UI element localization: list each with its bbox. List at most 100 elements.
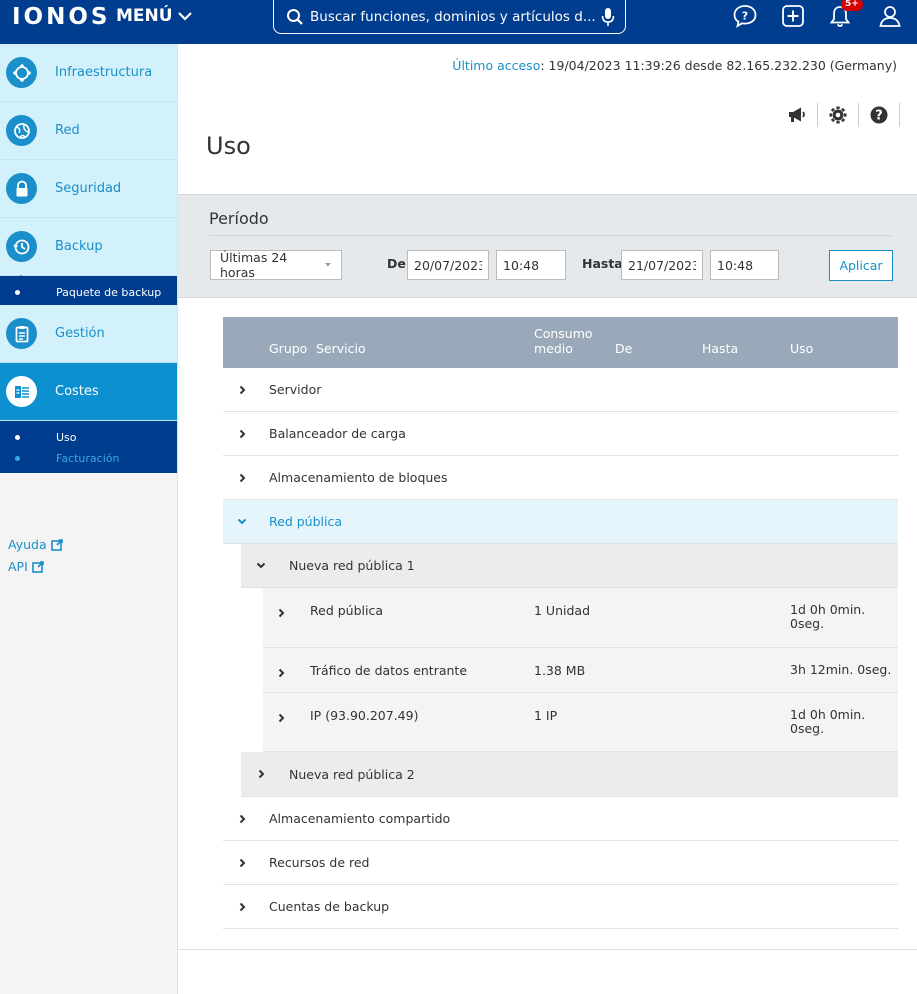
row-label: Nueva red pública 2 xyxy=(289,766,415,782)
gear-icon[interactable] xyxy=(823,102,853,128)
table-row[interactable]: Almacenamiento compartido xyxy=(223,797,898,841)
service-list: Red pública 1 Unidad 1d 0h 0min. 0seg. T… xyxy=(263,588,898,752)
sidebar-item-seguridad[interactable]: Seguridad xyxy=(0,160,177,218)
sidebar: Infraestructura Red Seguridad Backup Paq… xyxy=(0,44,177,994)
help-link[interactable]: Ayuda xyxy=(8,537,63,552)
page-title: Uso xyxy=(206,132,251,160)
help-chat-icon[interactable]: ? xyxy=(731,2,759,30)
last-access-value: : 19/04/2023 11:39:26 desde 82.165.232.2… xyxy=(540,58,897,73)
service-name: Red pública xyxy=(310,603,383,618)
sidebar-item-label: Infraestructura xyxy=(55,65,153,80)
menu-button[interactable]: MENÚ xyxy=(116,6,193,26)
chevron-right-icon xyxy=(237,429,247,439)
sidebar-subitem-label: Paquete de backup xyxy=(56,286,162,299)
svg-text:?: ? xyxy=(875,109,883,124)
user-icon[interactable] xyxy=(876,2,904,30)
microphone-icon[interactable] xyxy=(601,7,615,27)
lock-icon xyxy=(6,173,37,204)
chevron-down-icon xyxy=(256,561,266,571)
toolbar-divider xyxy=(899,103,900,127)
sidebar-item-label: Seguridad xyxy=(55,181,122,196)
top-bar: IONOS MENÚ ? 5+ xyxy=(0,0,917,44)
service-consumption: 1 Unidad xyxy=(534,603,590,618)
service-usage: 1d 0h 0min. 0seg. xyxy=(790,602,866,631)
from-label: De xyxy=(387,256,406,271)
external-link-icon xyxy=(50,538,63,551)
svg-text:?: ? xyxy=(742,10,748,23)
api-link-label: API xyxy=(8,559,28,574)
table-row[interactable]: Recursos de red xyxy=(223,841,898,885)
service-usage: 3h 12min. 0seg. xyxy=(790,662,892,677)
chevron-right-icon xyxy=(278,666,285,681)
toolbar-divider xyxy=(817,103,818,127)
service-row[interactable]: Red pública 1 Unidad 1d 0h 0min. 0seg. xyxy=(263,588,898,648)
menu-label: MENÚ xyxy=(116,6,173,26)
to-time-input[interactable] xyxy=(710,250,779,280)
column-header-servicio: Servicio xyxy=(316,341,366,356)
toolbar: ? xyxy=(782,102,905,128)
chevron-right-icon xyxy=(256,769,266,779)
notifications-badge: 5+ xyxy=(841,0,863,11)
chevron-down-icon xyxy=(237,517,247,527)
service-name: IP (93.90.207.49) xyxy=(310,708,419,723)
row-label: Servidor xyxy=(269,382,322,397)
caret-down-icon xyxy=(325,263,332,267)
sidebar-item-infraestructura[interactable]: Infraestructura xyxy=(0,44,177,102)
search-box xyxy=(273,0,626,34)
clipboard-icon xyxy=(6,318,37,349)
search-icon xyxy=(287,8,303,25)
megaphone-icon[interactable] xyxy=(782,102,812,128)
from-date-input[interactable] xyxy=(407,250,489,280)
row-label: Nueva red pública 1 xyxy=(289,558,415,573)
ionos-logo[interactable]: IONOS xyxy=(12,4,111,30)
sidebar-subitem-label: Facturación xyxy=(56,452,120,465)
column-header-de: De xyxy=(615,341,633,356)
column-header-consumo-line1: Consumo xyxy=(534,326,593,341)
search-input[interactable] xyxy=(310,8,601,25)
chevron-right-icon xyxy=(237,473,247,483)
sidebar-subitem-paquete-backup[interactable]: Paquete de backup xyxy=(0,282,177,303)
table-header: Grupo Servicio Consumo medio De Hasta Us… xyxy=(223,317,898,368)
sidebar-subitem-uso[interactable]: Uso xyxy=(0,427,177,448)
table-row-expanded[interactable]: Red pública xyxy=(223,500,898,544)
subgroup-row[interactable]: Nueva red pública 2 xyxy=(241,752,898,797)
chevron-right-icon xyxy=(278,711,285,726)
submenu-notch xyxy=(14,275,28,282)
sidebar-item-backup[interactable]: Backup xyxy=(0,218,177,276)
sidebar-item-costes[interactable]: Costes xyxy=(0,363,177,421)
sidebar-item-gestion[interactable]: Gestión xyxy=(0,305,177,363)
toolbar-divider xyxy=(858,103,859,127)
service-usage: 1d 0h 0min. 0seg. xyxy=(790,707,866,736)
infrastructure-icon xyxy=(6,57,37,88)
divider xyxy=(209,235,892,236)
chevron-down-icon xyxy=(177,12,192,21)
table-row[interactable]: Servidor xyxy=(223,368,898,412)
from-time-input[interactable] xyxy=(496,250,566,280)
sidebar-subitem-facturacion[interactable]: Facturación xyxy=(0,448,177,469)
column-header-consumo: Consumo medio xyxy=(534,326,593,356)
period-title: Período xyxy=(209,209,269,228)
table-row[interactable]: Balanceador de carga xyxy=(223,412,898,456)
help-link-label: Ayuda xyxy=(8,537,47,552)
to-date-input[interactable] xyxy=(621,250,703,280)
table-row[interactable]: Cuentas de backup xyxy=(223,885,898,929)
table-row[interactable]: Almacenamiento de bloques xyxy=(223,456,898,500)
external-link-icon xyxy=(31,560,44,573)
add-icon[interactable] xyxy=(779,2,807,30)
sidebar-item-red[interactable]: Red xyxy=(0,102,177,160)
subgroup-row-expanded[interactable]: Nueva red pública 1 xyxy=(241,544,898,588)
apply-button[interactable]: Aplicar xyxy=(829,250,893,281)
main-content: Último acceso: 19/04/2023 11:39:26 desde… xyxy=(177,44,917,994)
help-icon[interactable]: ? xyxy=(864,102,894,128)
range-select-value: Últimas 24 horas xyxy=(220,250,288,280)
range-select[interactable]: Últimas 24 horas xyxy=(210,250,342,280)
service-row[interactable]: Tráfico de datos entrante 1.38 MB 3h 12m… xyxy=(263,648,898,693)
divider xyxy=(178,949,917,950)
costs-icon xyxy=(6,376,37,407)
api-link[interactable]: API xyxy=(8,559,44,574)
service-row[interactable]: IP (93.90.207.49) 1 IP 1d 0h 0min. 0seg. xyxy=(263,693,898,752)
backup-submenu: Paquete de backup xyxy=(0,275,177,305)
costes-submenu: Uso Facturación xyxy=(0,421,177,473)
sidebar-item-label: Gestión xyxy=(55,326,105,341)
last-access-label[interactable]: Último acceso xyxy=(452,58,541,73)
